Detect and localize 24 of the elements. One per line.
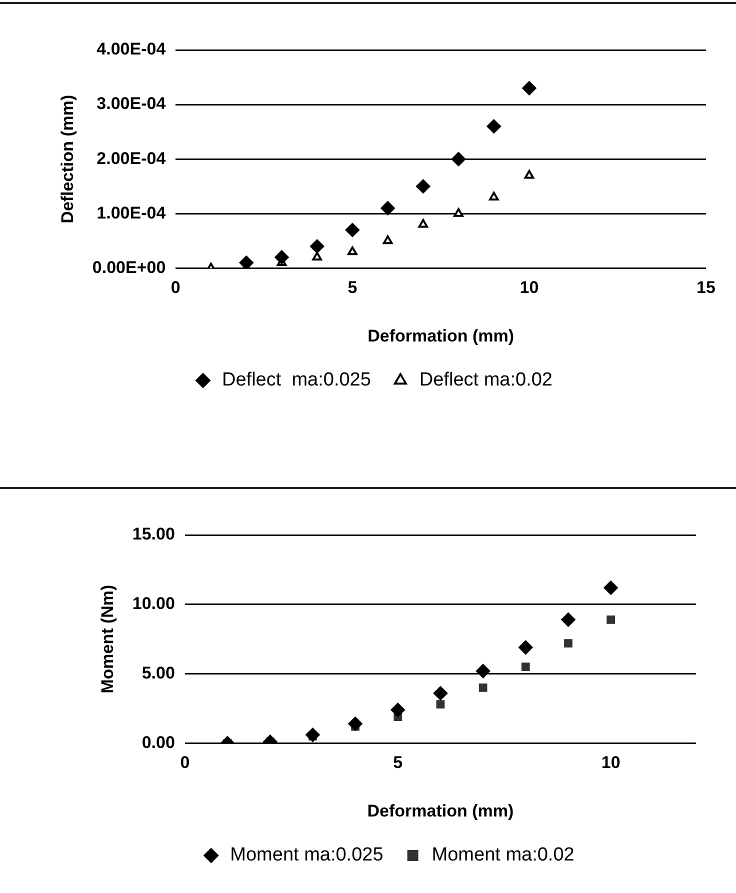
y-tick-label: 5.00 (142, 663, 175, 682)
y-tick-label: 0.00 (142, 732, 175, 752)
y-tick-label: 2.00E-04 (96, 148, 166, 168)
y-tick-label: 15.00 (132, 524, 175, 544)
y-tick-label: 4.00E-04 (96, 40, 166, 59)
y-tick-label: 1.00E-04 (96, 203, 166, 222)
x-tick-label: 5 (393, 753, 403, 772)
y-tick-label: 10.00 (132, 594, 175, 614)
legend-label: Moment ma:0.02 (432, 844, 574, 866)
x-axis-title: Deformation (mm) (367, 801, 514, 820)
x-tick-label: 10 (601, 753, 620, 772)
x-tick-label: 5 (348, 278, 358, 298)
x-tick-label: 0 (170, 278, 180, 298)
legend-label: Moment ma:0.025 (230, 844, 384, 866)
y-tick-label: 3.00E-04 (96, 94, 166, 114)
legend-label: Deflect ma:0.02 (419, 370, 552, 391)
y-tick-label: 0.00E+00 (92, 258, 166, 277)
x-tick-label: 0 (180, 753, 190, 772)
x-tick-label: 10 (520, 278, 539, 298)
legend-label: Deflect ma:0.025 (222, 370, 371, 391)
x-axis-title: Deformation (mm) (368, 326, 514, 346)
x-tick-label: 15 (696, 278, 716, 298)
y-axis-title: Deflection (mm) (58, 94, 77, 224)
y-axis-title: Moment (Nm) (98, 584, 117, 694)
